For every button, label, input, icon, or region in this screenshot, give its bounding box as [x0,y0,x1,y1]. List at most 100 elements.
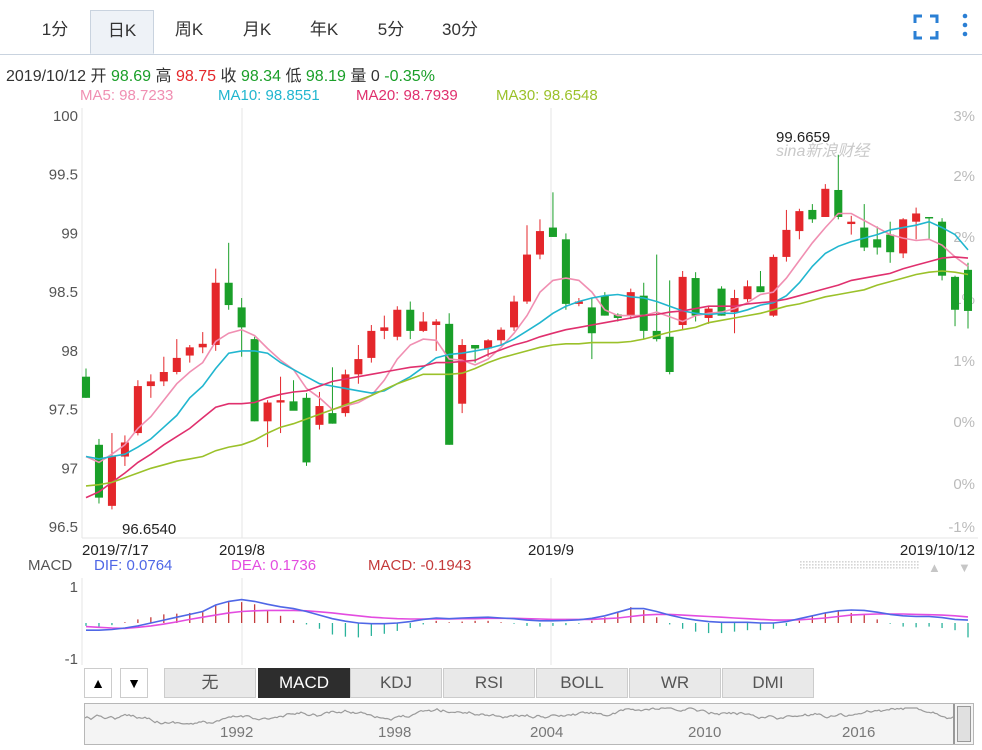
tab-daily-k[interactable]: 日K [90,10,154,54]
candle-body [665,336,674,372]
navigator-year-label: 1992 [220,724,254,741]
scroll-dot [845,561,847,563]
scroll-dot [905,567,907,569]
navigator-year-label: 1998 [378,724,412,741]
scroll-dot [815,567,817,569]
scroll-dot [836,567,838,569]
tab-1min[interactable]: 1分 [41,20,69,39]
indicator-tab-macd[interactable]: MACD [258,668,350,698]
candle-body [561,239,570,304]
quote-summary: 2019/10/12 开 98.69 高 98.75 收 98.34 低 98.… [6,62,435,86]
candle-body [873,239,882,248]
navigator-history-line [85,707,954,725]
scroll-dot [815,564,817,566]
candle-body [471,344,480,349]
navigator-selection-edge[interactable] [953,704,955,744]
tab-yearly-k[interactable]: 年K [309,20,339,39]
candle-body [419,321,428,331]
y-tick-label: 98 [61,343,78,360]
candle-body [899,219,908,254]
candle-body [354,359,363,375]
candle-body [81,376,91,398]
candle-body [328,413,337,424]
navigator-drag-handle[interactable] [957,706,971,742]
scroll-dot [827,561,829,563]
candle-body [587,307,596,334]
scroll-dot [878,561,880,563]
tab-5min[interactable]: 5分 [377,20,405,39]
ma20-legend: MA20: 98.7939 [356,87,458,104]
scroll-down-icon[interactable]: ▼ [958,560,971,575]
move-up-button[interactable]: ▲ [84,668,112,698]
candle-body [380,327,389,331]
candle-body [730,298,739,313]
fullscreen-icon[interactable] [913,14,939,40]
scroll-dot [869,561,871,563]
scroll-dot [896,564,898,566]
tab-monthly-k[interactable]: 月K [242,20,272,39]
scroll-dot [914,561,916,563]
scroll-dot [830,564,832,566]
volume-value: 0 [370,68,380,85]
scroll-dot [818,564,820,566]
indicator-tab-dmi[interactable]: DMI [722,668,814,698]
candle-body [432,321,441,326]
ma10-line [85,220,969,460]
macd-y-tick-label: -1 [65,651,78,665]
candle-body [912,213,921,222]
scroll-dot [833,564,835,566]
candle-body [302,397,311,463]
scroll-dot [830,561,832,563]
scroll-dot [824,564,826,566]
candle-body [925,216,934,219]
volume-label: 量 [350,68,367,85]
more-vertical-icon[interactable] [958,12,972,40]
ma5-legend: MA5: 98.7233 [80,87,174,104]
candle-body [445,323,454,445]
scroll-dot [911,561,913,563]
candle-body [717,288,726,316]
indicator-tab-wr[interactable]: WR [629,668,721,698]
scroll-dot [854,561,856,563]
candle-body [159,371,168,382]
indicator-tab-boll[interactable]: BOLL [536,668,628,698]
candle-body [535,231,544,255]
dea-line [85,609,969,630]
low-value: 98.19 [305,68,346,85]
scroll-dot [812,561,814,563]
scroll-dot [869,567,871,569]
scroll-dot [809,567,811,569]
time-range-navigator[interactable]: 1992 1998 2004 2010 2016 [84,703,974,745]
indicator-tab-kdj[interactable]: KDJ [350,668,442,698]
scroll-dot [902,561,904,563]
navigator-year-label: 2010 [688,724,722,741]
move-down-button[interactable]: ▼ [120,668,148,698]
scroll-dot [851,564,853,566]
scroll-dot [887,564,889,566]
scroll-dot [908,561,910,563]
scroll-dot [860,561,862,563]
candle-body [120,442,129,457]
indicator-tab-rsi[interactable]: RSI [443,668,535,698]
scroll-dot [842,567,844,569]
scroll-dot [887,561,889,563]
candle-body [406,309,415,331]
scroll-up-icon[interactable]: ▲ [928,560,941,575]
scroll-dot [812,567,814,569]
scroll-dot [842,564,844,566]
scroll-dot [857,567,859,569]
max-annotation: 99.6659 [776,129,830,146]
open-value: 98.69 [111,68,152,85]
scroll-dot [800,564,802,566]
y-tick-label: 96.5 [49,519,78,536]
tab-weekly-k[interactable]: 周K [174,20,204,39]
scroll-dot [863,567,865,569]
macd-y-tick-label: 1 [70,579,78,596]
indicator-tab-none[interactable]: 无 [164,668,256,698]
candle-body [94,444,103,498]
candle-body [224,282,233,306]
scroll-dot [836,561,838,563]
tab-30min[interactable]: 30分 [442,20,478,39]
scroll-dot [911,567,913,569]
